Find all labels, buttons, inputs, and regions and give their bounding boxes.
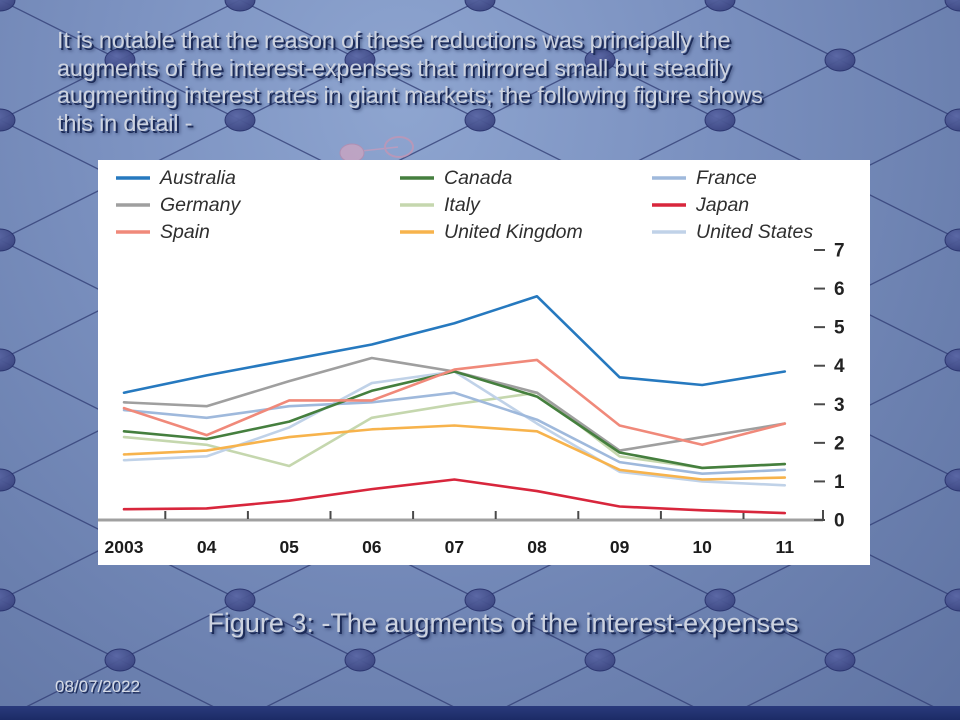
series-line-italy xyxy=(122,391,787,470)
x-tick-label: 10 xyxy=(692,537,712,557)
y-tick-label: 4 xyxy=(834,356,845,377)
legend-item-united-kingdom: United Kingdom xyxy=(400,221,583,243)
series-line-australia xyxy=(122,294,787,395)
y-tick-label: 5 xyxy=(834,318,845,339)
x-tick-label: 05 xyxy=(279,537,299,557)
legend-item-united-states: United States xyxy=(652,221,813,243)
series-line-japan xyxy=(122,478,787,515)
legend-item-australia: Australia xyxy=(116,167,236,189)
y-tick-label: 0 xyxy=(834,511,845,532)
chart-panel: 2003 04 05 06 07 08 09 10 11 0 1 2 3 4 5 6 7 Australia Can… xyxy=(98,160,870,565)
slide-date: 08/07/2022 xyxy=(55,677,141,696)
figure-caption: Figure 3: -The augments of the interest-… xyxy=(207,608,799,638)
legend-label-united-kingdom: United Kingdom xyxy=(444,221,583,243)
legend-label-united-states: United States xyxy=(696,221,813,243)
series-line-united-kingdom xyxy=(122,424,787,481)
legend-label-germany: Germany xyxy=(160,194,241,216)
y-tick-label: 7 xyxy=(834,241,845,262)
x-tick-label: 08 xyxy=(527,537,547,557)
x-axis: 2003 04 05 06 07 08 09 10 11 xyxy=(98,510,824,557)
legend-item-france: France xyxy=(652,167,757,189)
legend-item-canada: Canada xyxy=(400,167,512,189)
legend-label-japan: Japan xyxy=(695,194,749,216)
x-tick-label: 11 xyxy=(776,537,795,557)
series-line-france xyxy=(122,391,787,476)
pink-molecule-decoration xyxy=(339,136,414,163)
legend-label-canada: Canada xyxy=(444,167,512,189)
y-tick-label: 6 xyxy=(834,279,845,300)
y-axis: 0 1 2 3 4 5 6 7 xyxy=(814,241,845,532)
legend-label-france: France xyxy=(696,167,757,189)
x-tick-label: 09 xyxy=(610,537,630,557)
intro-text: It is notable that the reason of these r… xyxy=(57,27,763,136)
x-tick-label: 04 xyxy=(197,537,217,557)
bottom-bar xyxy=(0,706,960,720)
legend-label-italy: Italy xyxy=(444,194,481,216)
y-tick-label: 2 xyxy=(834,433,845,454)
series-line-spain xyxy=(122,358,787,447)
legend-label-spain: Spain xyxy=(160,221,210,243)
x-tick-label: 2003 xyxy=(105,537,144,557)
y-tick-label: 1 xyxy=(834,472,845,493)
legend-item-germany: Germany xyxy=(116,194,241,216)
series-line-canada xyxy=(122,370,787,470)
y-tick-label: 3 xyxy=(834,395,845,416)
interest-expenses-line-chart: 2003 04 05 06 07 08 09 10 11 0 1 2 3 4 5 6 7 Australia Can… xyxy=(98,167,845,557)
x-tick-label: 07 xyxy=(445,537,464,557)
x-tick-label: 06 xyxy=(362,537,382,557)
legend-item-japan: Japan xyxy=(652,194,749,216)
legend-item-italy: Italy xyxy=(400,194,481,216)
legend-item-spain: Spain xyxy=(116,221,210,243)
legend-label-australia: Australia xyxy=(159,167,236,189)
